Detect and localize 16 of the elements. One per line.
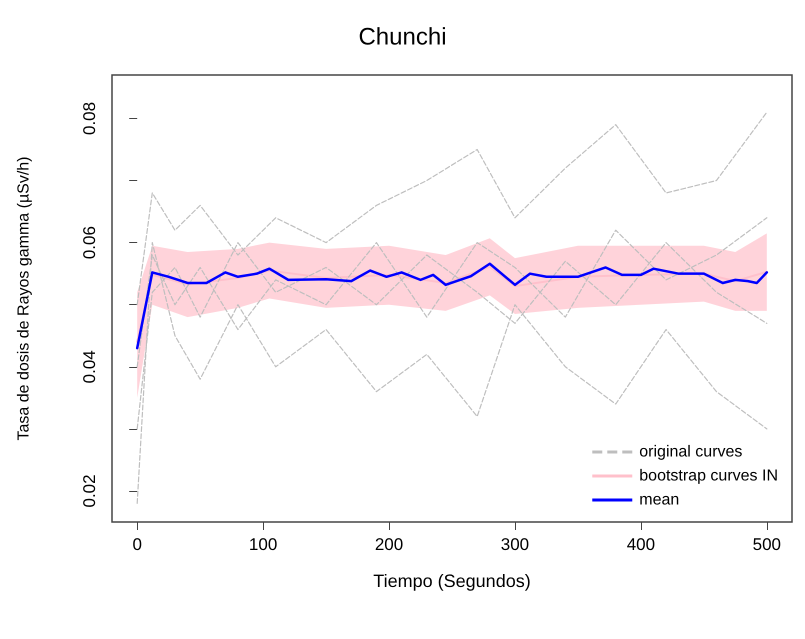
legend-label: original curves xyxy=(639,444,742,460)
x-tick-label: 500 xyxy=(752,535,781,554)
y-tick-label: 0.06 xyxy=(80,226,99,260)
x-tick-label: 0 xyxy=(132,535,142,554)
legend-label: mean xyxy=(639,492,680,508)
x-tick-label: 300 xyxy=(500,535,530,554)
y-tick-label: 0.08 xyxy=(80,102,99,136)
x-axis-title: Tiempo (Segundos) xyxy=(373,571,531,591)
x-tick-label: 100 xyxy=(248,535,278,554)
legend-label: bootstrap curves IN xyxy=(639,468,778,484)
x-tick-label: 200 xyxy=(374,535,404,554)
y-tick-label: 0.02 xyxy=(80,474,99,508)
chart-title: Chunchi xyxy=(358,24,447,50)
y-axis-title: Tasa de dosis de Rayos gamma (µSv/h) xyxy=(16,156,32,441)
y-tick-label: 0.04 xyxy=(80,350,99,384)
x-tick-label: 400 xyxy=(626,535,656,554)
